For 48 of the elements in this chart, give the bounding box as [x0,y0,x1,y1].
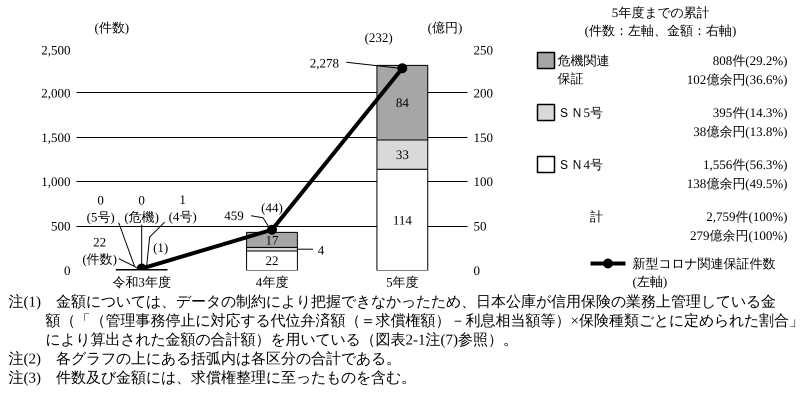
data-label: 17 [266,232,279,248]
data-label: 33 [396,147,409,162]
y-tick-label: 0 [64,263,70,278]
x-tick-label: 令和3年度 [112,274,171,290]
legend-label: 新型コロナ関連保証件数 (左軸) [632,256,776,289]
text: 395件(14.3%) 38億余円(13.8%) [693,105,788,139]
text: 808件(29.2%) 102億余円(36.6%) [686,53,788,87]
data-label: 4 [318,242,325,258]
data-label: 2,278 [310,56,339,71]
text: 注(1) 金額については、データの制約により把握できなかったため、日本公庫が信用保険の業務上管理している金額（「（管理事務停止に対応する代位弁済額（＝求償権額）－利息相当額等）×保険種類ごとに定められた割合」により算出された金額の合計額）を用いている（図表2-1注(7)参照）。 [8,294,800,348]
text: 注(2) 各グラフの上にある括弧内は各区分の合計である。 [8,350,401,368]
data-label: 22 [266,253,278,268]
text: 1,556件(56.3%) 138億余円(49.5%) [686,157,788,191]
y2-axis-title: (億円) [428,20,462,35]
legend-label: ＳＮ5号 [558,105,603,120]
x-tick-label: 5年度 [386,274,419,290]
y-tick-label: 2,500 [41,42,70,58]
bar [246,250,298,270]
data-label: 459 [224,208,244,224]
text: 計 [590,209,603,224]
legend-title: 5年度までの累計 (件数：左軸、金額：右軸) [584,5,736,38]
data-label: 84 [396,95,410,110]
y-tick-label: 1,500 [41,130,70,145]
y2-tick-label: 50 [474,218,486,234]
data-label: 114 [392,212,412,228]
data-label: 0 (5号) [86,192,115,225]
y-axis-title: (件数) [94,20,130,35]
data-label: 22 (件数) [82,234,118,267]
total-label: (1) [153,240,168,256]
y2-tick-label: 100 [474,174,493,190]
y2-tick-label: 250 [474,42,493,58]
text: 注(3) 件数及び金額には、求償権整理に至ったものを含む。 [8,370,416,386]
point [267,224,277,235]
y2-tick-label: 150 [474,130,493,145]
x-tick-label: 4年度 [256,274,288,290]
text: 2,759件(100%) 279億余円(100%) [690,209,788,243]
total-label: (232) [364,30,393,45]
data-label: 0 (危機) [124,192,160,225]
point [397,63,408,74]
y-tick-label: 1,000 [41,174,70,190]
y-tick-label: 500 [51,218,70,234]
y2-tick-label: 0 [474,263,480,278]
legend-label: 危機関連保証 [558,53,610,86]
y2-tick-label: 200 [474,85,493,100]
legend-label: ＳＮ4号 [558,157,603,172]
data-label: 1 (4号) [168,192,197,224]
y-tick-label: 2,000 [41,85,70,100]
total-label: (44) [261,200,283,215]
